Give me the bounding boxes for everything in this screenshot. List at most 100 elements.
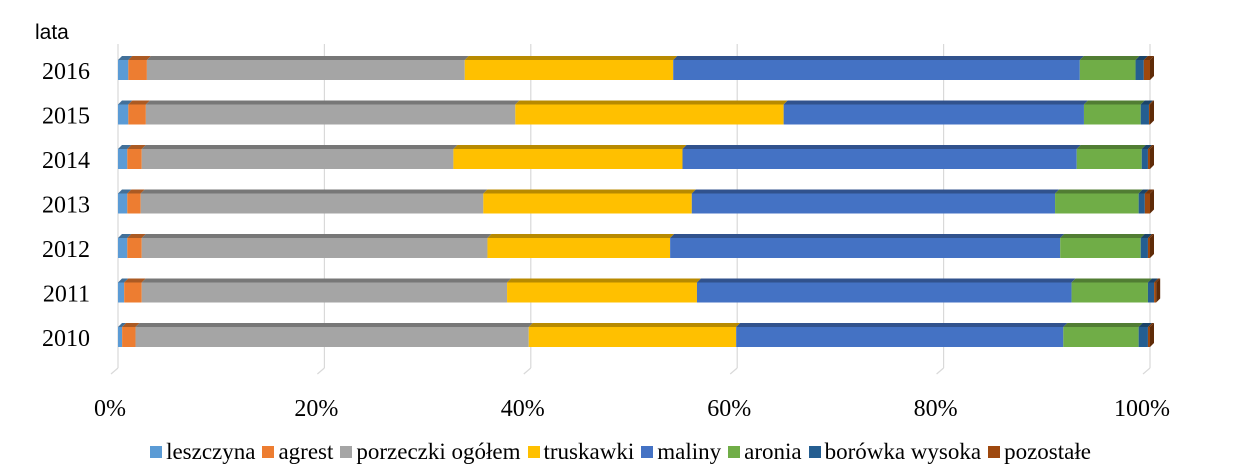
bar-segment (127, 149, 142, 169)
bar-segment-top (673, 56, 1084, 60)
gridline-foot (523, 367, 532, 375)
legend-item: porzeczki ogółem (340, 438, 521, 465)
x-tick-label: 0% (94, 396, 126, 422)
bar-segment (507, 282, 697, 303)
bar-segment-top (528, 323, 741, 327)
bar-segment-top (670, 234, 1065, 238)
legend-item: maliny (641, 438, 721, 465)
bar-segment (1147, 238, 1150, 258)
bar-segment-top (1141, 145, 1152, 149)
gridline-foot (936, 367, 944, 375)
bar-segment-top (135, 323, 533, 327)
bar-segment-top (140, 189, 488, 194)
bar-segment (1140, 104, 1149, 125)
bar-segment (1055, 193, 1139, 214)
bar-segment-top (118, 323, 127, 327)
bar-segment (128, 60, 147, 80)
bar-segment-top (783, 100, 1088, 105)
bar-segment-top (736, 323, 1068, 327)
bar-side (1150, 323, 1154, 347)
bar-segment (118, 193, 128, 214)
bar-segment-top (487, 234, 675, 238)
legend-item: pozostałe (988, 438, 1091, 465)
bar-segment-top (1143, 56, 1154, 60)
legend-swatch (527, 445, 540, 458)
legend-swatch (262, 445, 275, 458)
bar-segment-top (1140, 100, 1153, 105)
y-tick-label: 2012 (42, 237, 90, 263)
bar-segment (122, 327, 136, 347)
bar-segment (1083, 104, 1141, 125)
bar-segment-top (118, 234, 132, 238)
bar-segment-top (1147, 234, 1154, 238)
bar-segment (670, 238, 1061, 258)
bar-segment (118, 149, 128, 169)
bar-segment-top (515, 100, 788, 105)
bar-segment-top (1147, 278, 1159, 283)
x-tick-label: 20% (294, 396, 338, 422)
bar-segment-top (1140, 234, 1152, 238)
bar-segment-top (1055, 189, 1143, 194)
gridline-foot (729, 367, 738, 375)
legend-swatch (988, 445, 1001, 458)
bar-segment-top (682, 145, 1081, 149)
gridline-foot (1142, 367, 1151, 375)
bar-segment (1060, 238, 1141, 258)
bar-segment-top (1079, 56, 1140, 60)
bar-segment (783, 104, 1084, 125)
legend-label: borówka wysoka (824, 439, 982, 464)
bar-segment-top (1147, 323, 1154, 327)
bar-segment (528, 327, 737, 347)
bar-segment (1071, 282, 1148, 303)
bar-segment-top (118, 278, 129, 283)
bar-segment-top (141, 234, 492, 238)
legend-label: agrest (278, 439, 334, 464)
bar-segment (128, 104, 146, 125)
bar-segment (1135, 60, 1144, 80)
gridline-foot (317, 367, 325, 375)
legend-swatch (150, 445, 163, 458)
bar-segment-top (146, 56, 469, 60)
y-tick-label: 2011 (43, 282, 90, 308)
bar-segment-top (118, 145, 132, 149)
bar-segment (1140, 238, 1148, 258)
bar-segment-top (141, 145, 458, 149)
bar-segment-top (124, 278, 146, 283)
legend-swatch (641, 445, 654, 458)
bar-segment-top (1148, 100, 1154, 105)
bar-segment (118, 282, 125, 303)
bar-segment-top (128, 100, 150, 105)
bar-segment (1147, 149, 1150, 169)
bar-segment (124, 282, 142, 303)
bar-segment-top (118, 100, 133, 105)
bar-segment-top (507, 278, 701, 283)
bar-segment-top (1083, 100, 1145, 105)
bar-segment-top (1060, 234, 1145, 238)
bar-segment (1063, 327, 1139, 347)
bar-segment-top (453, 145, 687, 149)
bar-segment-top (1071, 278, 1152, 283)
legend-label: truskawki (543, 439, 635, 464)
bar-segment (1076, 149, 1142, 169)
legend-item: truskawki (527, 438, 635, 465)
y-tick-label: 2016 (42, 59, 90, 85)
bar-segment-top (127, 234, 146, 238)
bar-segment (1147, 282, 1155, 303)
bar-segment-top (1138, 323, 1152, 327)
bar-segment-top (1154, 278, 1161, 283)
bar-segment (118, 327, 123, 347)
y-tick-label: 2014 (42, 148, 90, 174)
bar-segment (487, 238, 671, 258)
bar-segment (127, 238, 142, 258)
bar-segment (673, 60, 1080, 80)
bar-segment (682, 149, 1077, 169)
y-tick-label: 2013 (42, 193, 90, 219)
bar-segment (1141, 149, 1148, 169)
bar-segment-top (1076, 145, 1146, 149)
bar-segment (515, 104, 784, 125)
legend-item: borówka wysoka (808, 438, 982, 465)
x-tick-label: 60% (707, 396, 751, 422)
bar-segment-top (1063, 323, 1143, 327)
bar-side (1150, 56, 1154, 80)
bar-segment-top (141, 278, 512, 283)
